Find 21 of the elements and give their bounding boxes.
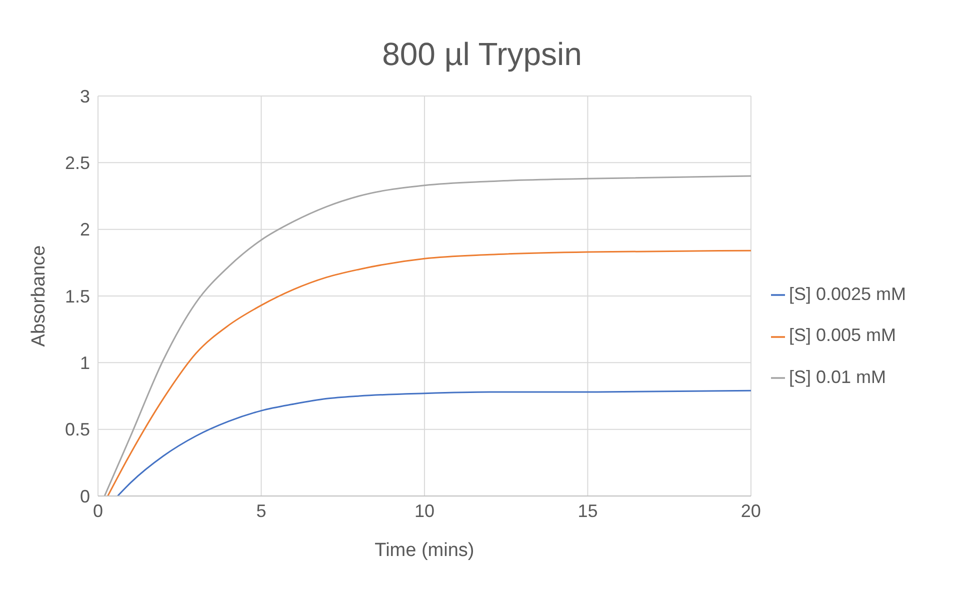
y-tick-label: 0 bbox=[80, 486, 90, 506]
x-tick-label: 10 bbox=[414, 500, 434, 521]
y-tick-label: 2 bbox=[80, 220, 90, 240]
x-tick-label: 15 bbox=[578, 500, 598, 521]
chart-title: 800 µl Trypsin bbox=[381, 35, 583, 74]
y-tick-label: 1.5 bbox=[64, 286, 90, 306]
line-series bbox=[104, 175, 751, 496]
x-tick-label: 0 bbox=[92, 500, 104, 521]
line-series bbox=[107, 250, 751, 496]
y-tick-label: 1 bbox=[80, 353, 90, 374]
legend-label: [S] 0.0025 mM bbox=[788, 284, 906, 304]
x-axis-title: Time (mins) bbox=[374, 540, 474, 561]
y-tick-label: 3 bbox=[80, 86, 90, 106]
x-tick-label: 20 bbox=[740, 500, 761, 521]
line-series bbox=[116, 390, 751, 496]
legend-label: [S] 0.01 mM bbox=[788, 366, 886, 387]
legend-label: [S] 0.005 mM bbox=[788, 325, 896, 346]
y-tick-label: 0.5 bbox=[64, 420, 90, 440]
y-tick-label: 2.5 bbox=[64, 153, 90, 174]
x-tick-label: 5 bbox=[256, 500, 266, 521]
y-axis-title: Absorbance bbox=[28, 245, 50, 347]
